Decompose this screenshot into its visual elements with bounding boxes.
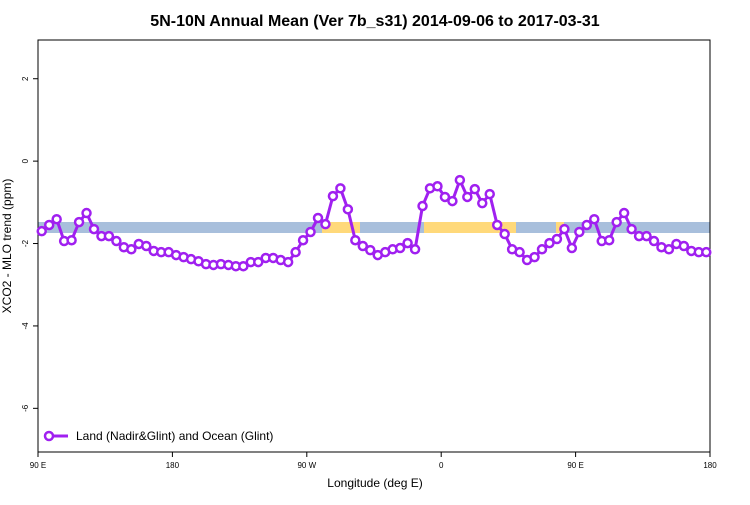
data-point (126, 244, 137, 255)
data-point (36, 225, 47, 237)
data-point (603, 234, 615, 246)
data-point (66, 234, 77, 246)
data-point (641, 230, 652, 242)
data-point (544, 237, 555, 249)
data-point (477, 197, 488, 209)
plot-frame (37, 39, 711, 453)
data-point (581, 219, 593, 231)
data-point (574, 226, 585, 238)
data-point (499, 228, 510, 240)
data-point (648, 235, 660, 247)
data-point (43, 219, 55, 231)
data-point (357, 240, 369, 252)
data-point (529, 251, 540, 263)
data-point (589, 213, 600, 225)
data-point (141, 240, 152, 252)
chart-title: 5N-10N Annual Mean (Ver 7b_s31) 2014-09-… (150, 13, 600, 30)
data-point (111, 235, 122, 247)
data-point (282, 256, 294, 268)
data-point (701, 246, 712, 258)
x-axis-label: Longitude (deg E) (327, 476, 422, 490)
x-tick-label: 90 E (567, 461, 583, 470)
y-tick-label: -4 (21, 322, 30, 330)
data-point (491, 219, 503, 231)
land-strip (322, 222, 360, 233)
data-point (447, 195, 458, 207)
x-tick-label: 180 (703, 461, 717, 470)
data-point (73, 216, 85, 228)
data-point (551, 233, 563, 245)
data-point (350, 234, 361, 246)
land-strip (424, 222, 516, 233)
y-tick-label: 2 (21, 76, 30, 81)
data-point (678, 240, 690, 252)
data-point (454, 174, 466, 186)
y-axis-label: XCO2 - MLO trend (ppm) (0, 179, 14, 314)
data-point (103, 230, 115, 242)
data-point (514, 246, 525, 258)
data-point (305, 226, 316, 238)
data-point (484, 188, 495, 200)
data-point (663, 244, 675, 255)
data-point (618, 207, 630, 219)
y-tick-label: -6 (21, 404, 30, 412)
data-point (432, 181, 443, 192)
x-tick-label: 180 (166, 461, 180, 470)
legend-marker (43, 430, 55, 442)
x-tick-label: 90 E (30, 461, 46, 470)
legend-label: Land (Nadir&Glint) and Ocean (Glint) (76, 429, 273, 443)
data-point (469, 183, 481, 195)
surface-strip (38, 222, 710, 233)
data-point (439, 191, 451, 203)
data-point (51, 213, 62, 225)
ocean-strip (38, 222, 710, 233)
y-tick-label: 0 (21, 158, 30, 163)
data-point (253, 256, 264, 268)
x-tick-label: 0 (439, 461, 444, 470)
data-point (297, 234, 309, 246)
y-tick-label: -2 (21, 239, 30, 247)
data-point (402, 237, 413, 249)
data-point (559, 223, 570, 235)
data-point (417, 200, 428, 212)
data-point (462, 191, 473, 203)
x-tick-label: 90 W (297, 461, 316, 470)
data-point (290, 246, 301, 258)
data-point (365, 244, 376, 256)
data-point (88, 223, 100, 235)
data-point (626, 223, 637, 235)
data-point (394, 242, 406, 254)
data-point (320, 218, 331, 230)
data-point (536, 244, 548, 255)
data-point (238, 260, 249, 272)
data-point (611, 216, 622, 228)
data-point (81, 207, 92, 219)
data-point (342, 204, 354, 215)
data-point (566, 242, 578, 254)
data-point (312, 212, 324, 224)
data-point (409, 244, 421, 255)
data-point (327, 190, 339, 202)
data-point (335, 183, 346, 194)
